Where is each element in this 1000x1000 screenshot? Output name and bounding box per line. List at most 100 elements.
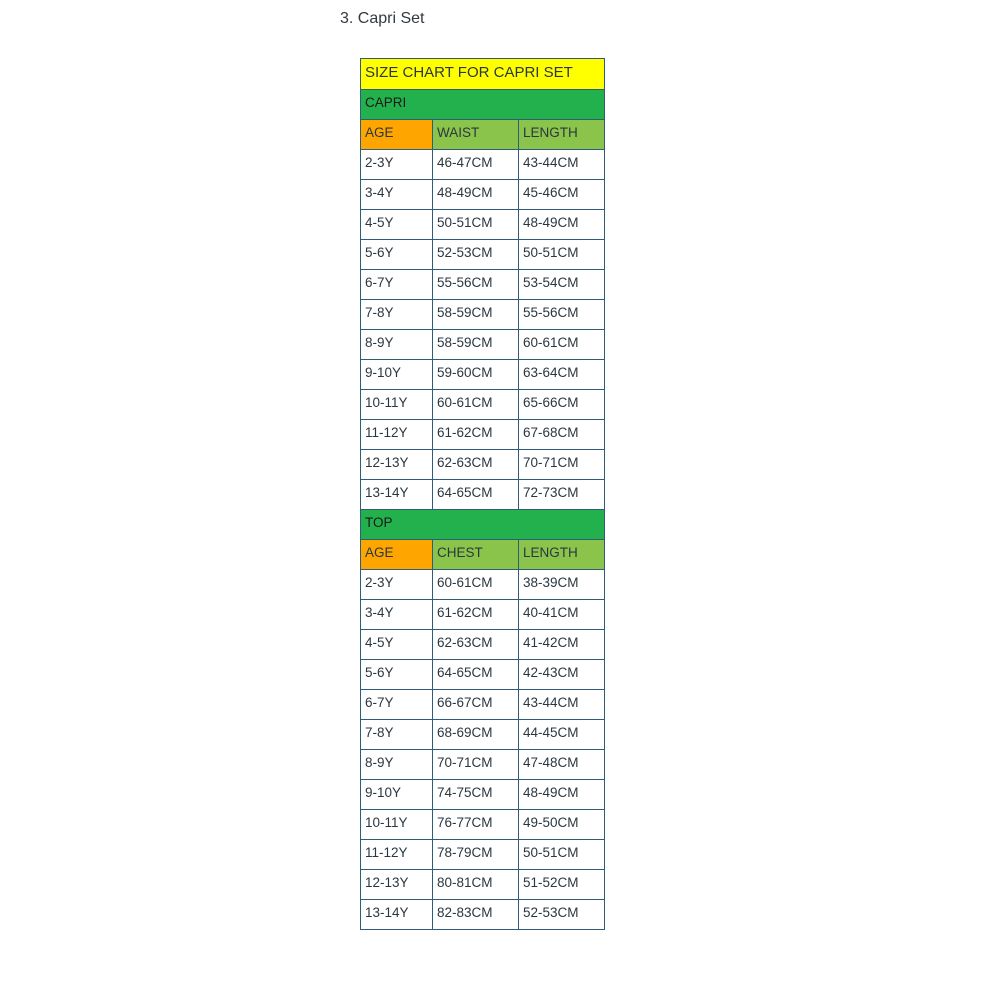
table-row: 13-14Y82-83CM52-53CM bbox=[361, 899, 605, 929]
cell-length: 52-53CM bbox=[519, 899, 605, 929]
cell-chest: 62-63CM bbox=[433, 629, 519, 659]
cell-length: 42-43CM bbox=[519, 659, 605, 689]
cell-length: 41-42CM bbox=[519, 629, 605, 659]
cell-length: 72-73CM bbox=[519, 479, 605, 509]
cell-age: 5-6Y bbox=[361, 659, 433, 689]
chart-title-row: SIZE CHART FOR CAPRI SET bbox=[361, 59, 605, 90]
cell-age: 3-4Y bbox=[361, 179, 433, 209]
size-chart-table: SIZE CHART FOR CAPRI SET CAPRI AGE WAIST… bbox=[360, 58, 605, 930]
cell-waist: 64-65CM bbox=[433, 479, 519, 509]
table-row: 6-7Y55-56CM53-54CM bbox=[361, 269, 605, 299]
cell-waist: 50-51CM bbox=[433, 209, 519, 239]
table-row: 5-6Y64-65CM42-43CM bbox=[361, 659, 605, 689]
cell-waist: 46-47CM bbox=[433, 149, 519, 179]
cell-length: 38-39CM bbox=[519, 569, 605, 599]
table-row: 9-10Y59-60CM63-64CM bbox=[361, 359, 605, 389]
cell-chest: 64-65CM bbox=[433, 659, 519, 689]
col-header-chest: CHEST bbox=[433, 539, 519, 569]
cell-chest: 60-61CM bbox=[433, 569, 519, 599]
cell-waist: 59-60CM bbox=[433, 359, 519, 389]
table-row: 4-5Y62-63CM41-42CM bbox=[361, 629, 605, 659]
size-chart-container: SIZE CHART FOR CAPRI SET CAPRI AGE WAIST… bbox=[360, 58, 605, 930]
cell-age: 5-6Y bbox=[361, 239, 433, 269]
cell-age: 2-3Y bbox=[361, 569, 433, 599]
cell-age: 2-3Y bbox=[361, 149, 433, 179]
table-row: 9-10Y74-75CM48-49CM bbox=[361, 779, 605, 809]
table-row: 10-11Y60-61CM65-66CM bbox=[361, 389, 605, 419]
table-row: 8-9Y58-59CM60-61CM bbox=[361, 329, 605, 359]
table-row: 7-8Y68-69CM44-45CM bbox=[361, 719, 605, 749]
cell-length: 50-51CM bbox=[519, 239, 605, 269]
cell-length: 63-64CM bbox=[519, 359, 605, 389]
col-header-age: AGE bbox=[361, 539, 433, 569]
cell-age: 8-9Y bbox=[361, 749, 433, 779]
section-name: CAPRI bbox=[361, 89, 605, 119]
section-header-capri: CAPRI bbox=[361, 89, 605, 119]
cell-waist: 52-53CM bbox=[433, 239, 519, 269]
table-row: 4-5Y50-51CM48-49CM bbox=[361, 209, 605, 239]
cell-length: 44-45CM bbox=[519, 719, 605, 749]
cell-length: 50-51CM bbox=[519, 839, 605, 869]
cell-chest: 82-83CM bbox=[433, 899, 519, 929]
column-header-row: AGE WAIST LENGTH bbox=[361, 119, 605, 149]
col-header-length: LENGTH bbox=[519, 119, 605, 149]
cell-age: 10-11Y bbox=[361, 389, 433, 419]
cell-chest: 80-81CM bbox=[433, 869, 519, 899]
table-row: 12-13Y80-81CM51-52CM bbox=[361, 869, 605, 899]
table-row: 3-4Y61-62CM40-41CM bbox=[361, 599, 605, 629]
cell-length: 47-48CM bbox=[519, 749, 605, 779]
cell-waist: 60-61CM bbox=[433, 389, 519, 419]
cell-age: 6-7Y bbox=[361, 269, 433, 299]
section-header-top: TOP bbox=[361, 509, 605, 539]
table-row: 11-12Y78-79CM50-51CM bbox=[361, 839, 605, 869]
cell-length: 65-66CM bbox=[519, 389, 605, 419]
cell-age: 11-12Y bbox=[361, 839, 433, 869]
cell-chest: 66-67CM bbox=[433, 689, 519, 719]
cell-chest: 68-69CM bbox=[433, 719, 519, 749]
cell-age: 8-9Y bbox=[361, 329, 433, 359]
cell-length: 60-61CM bbox=[519, 329, 605, 359]
table-row: 8-9Y70-71CM47-48CM bbox=[361, 749, 605, 779]
col-header-age: AGE bbox=[361, 119, 433, 149]
cell-chest: 61-62CM bbox=[433, 599, 519, 629]
cell-length: 67-68CM bbox=[519, 419, 605, 449]
cell-waist: 55-56CM bbox=[433, 269, 519, 299]
cell-length: 48-49CM bbox=[519, 779, 605, 809]
cell-age: 13-14Y bbox=[361, 899, 433, 929]
chart-title-cell: SIZE CHART FOR CAPRI SET bbox=[361, 59, 605, 90]
cell-age: 7-8Y bbox=[361, 719, 433, 749]
table-row: 6-7Y66-67CM43-44CM bbox=[361, 689, 605, 719]
cell-age: 12-13Y bbox=[361, 449, 433, 479]
cell-age: 4-5Y bbox=[361, 209, 433, 239]
cell-age: 7-8Y bbox=[361, 299, 433, 329]
page: 3. Capri Set SIZE CHART FOR CAPRI SET CA… bbox=[0, 0, 1000, 1000]
cell-age: 13-14Y bbox=[361, 479, 433, 509]
cell-chest: 76-77CM bbox=[433, 809, 519, 839]
table-row: 2-3Y46-47CM43-44CM bbox=[361, 149, 605, 179]
cell-length: 49-50CM bbox=[519, 809, 605, 839]
cell-waist: 61-62CM bbox=[433, 419, 519, 449]
cell-chest: 70-71CM bbox=[433, 749, 519, 779]
cell-length: 45-46CM bbox=[519, 179, 605, 209]
col-header-length: LENGTH bbox=[519, 539, 605, 569]
table-row: 11-12Y61-62CM67-68CM bbox=[361, 419, 605, 449]
table-row: 5-6Y52-53CM50-51CM bbox=[361, 239, 605, 269]
cell-waist: 62-63CM bbox=[433, 449, 519, 479]
table-row: 13-14Y64-65CM72-73CM bbox=[361, 479, 605, 509]
cell-age: 10-11Y bbox=[361, 809, 433, 839]
table-row: 12-13Y62-63CM70-71CM bbox=[361, 449, 605, 479]
cell-age: 9-10Y bbox=[361, 359, 433, 389]
cell-length: 43-44CM bbox=[519, 689, 605, 719]
table-row: 2-3Y60-61CM38-39CM bbox=[361, 569, 605, 599]
cell-length: 51-52CM bbox=[519, 869, 605, 899]
cell-chest: 74-75CM bbox=[433, 779, 519, 809]
cell-waist: 58-59CM bbox=[433, 329, 519, 359]
section-heading: 3. Capri Set bbox=[340, 10, 424, 28]
section-name: TOP bbox=[361, 509, 605, 539]
cell-age: 6-7Y bbox=[361, 689, 433, 719]
cell-length: 53-54CM bbox=[519, 269, 605, 299]
cell-length: 70-71CM bbox=[519, 449, 605, 479]
cell-length: 40-41CM bbox=[519, 599, 605, 629]
size-chart-body: SIZE CHART FOR CAPRI SET CAPRI AGE WAIST… bbox=[361, 59, 605, 930]
cell-chest: 78-79CM bbox=[433, 839, 519, 869]
